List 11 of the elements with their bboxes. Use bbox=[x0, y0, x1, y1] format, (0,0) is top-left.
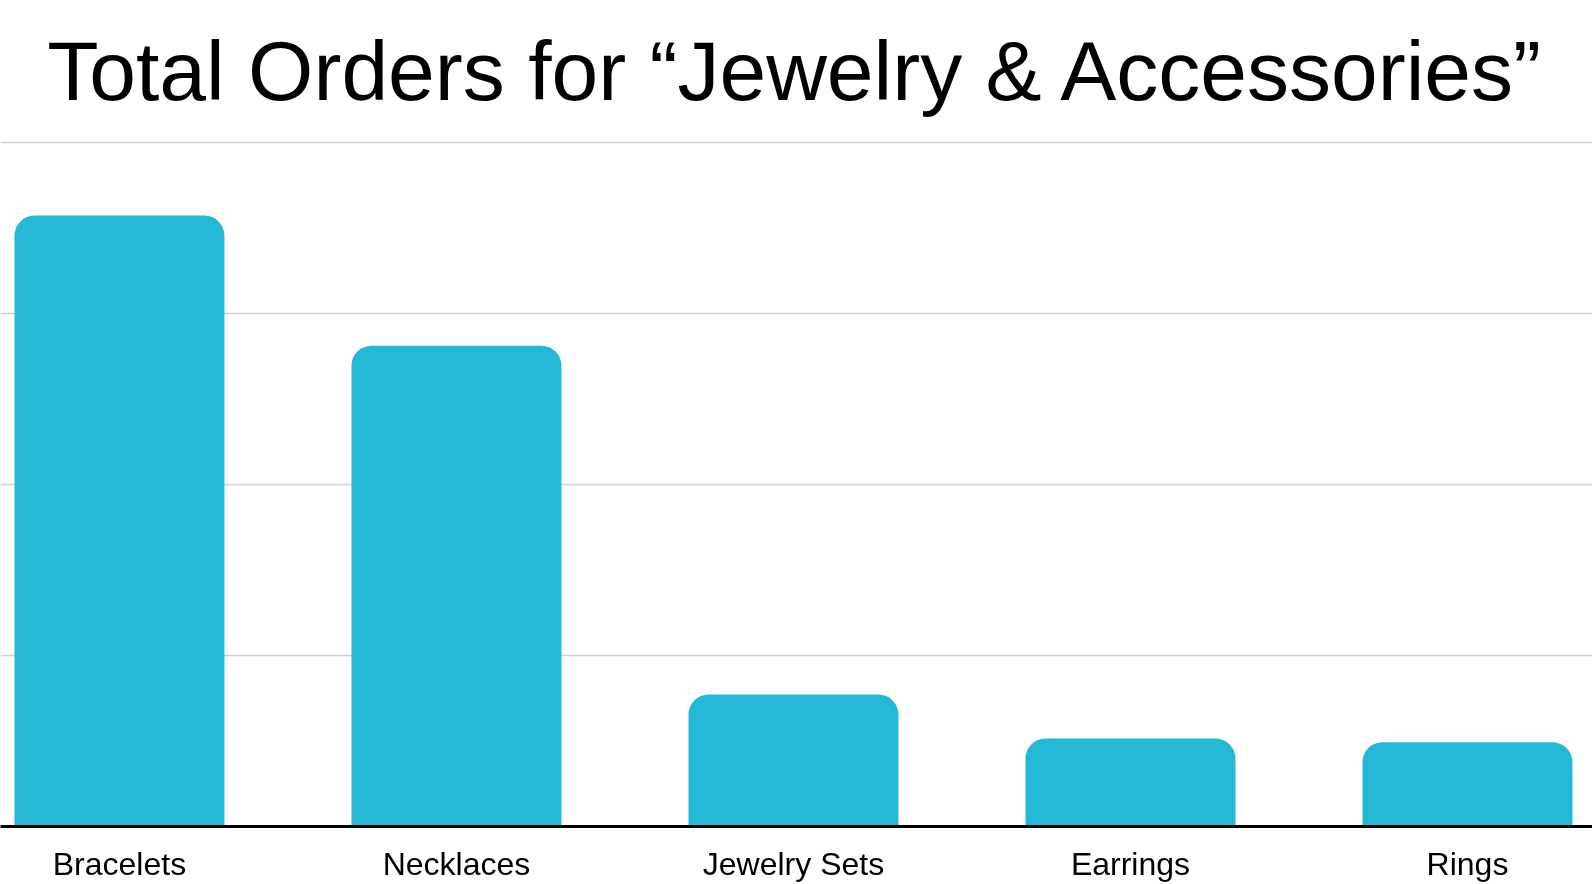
bar bbox=[1025, 738, 1236, 827]
x-tick-label: Jewelry Sets bbox=[702, 845, 885, 882]
bar bbox=[351, 345, 562, 827]
x-tick-label: Rings bbox=[1426, 845, 1509, 882]
bar bbox=[14, 215, 225, 827]
x-tick-label: Necklaces bbox=[382, 845, 531, 882]
x-tick-label: Bracelets bbox=[52, 845, 187, 882]
bar bbox=[1362, 742, 1573, 827]
bar bbox=[688, 694, 899, 827]
x-tick-label: Earrings bbox=[1070, 845, 1191, 882]
chart-title: Total Orders for “Jewelry & Accessories” bbox=[47, 24, 1542, 118]
